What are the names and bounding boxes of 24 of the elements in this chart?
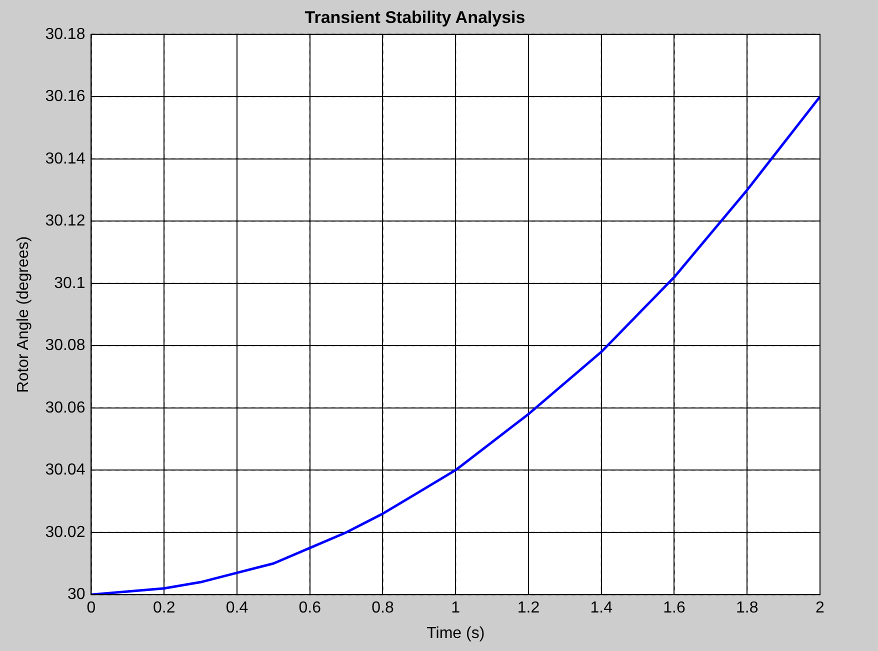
- y-tick-label: 30: [67, 586, 86, 604]
- x-tick-label: 0.8: [372, 600, 394, 617]
- y-tick-label: 30.04: [45, 462, 86, 479]
- x-tick-label: 2: [816, 600, 825, 617]
- y-tick-label: 30.1: [54, 274, 86, 292]
- y-tick-label: 30.02: [45, 524, 86, 541]
- y-tick-label: 30.16: [45, 88, 86, 106]
- y-tick-label: 30.18: [45, 26, 86, 43]
- x-tick-label: 1.8: [736, 600, 758, 617]
- x-tick-label: 1.4: [590, 600, 613, 617]
- y-tick-label: 30.08: [45, 337, 86, 354]
- x-tick-label: 1.6: [663, 600, 686, 617]
- x-axis-title: Time (s): [426, 624, 485, 642]
- x-tick-label: 1.2: [517, 600, 540, 617]
- x-tick-label: 0.2: [152, 600, 176, 617]
- y-tick-label: 30.14: [45, 150, 86, 168]
- y-axis-title: Rotor Angle (degrees): [15, 236, 32, 393]
- x-tick-label: 0: [86, 600, 96, 617]
- x-tick-label: 1: [451, 600, 460, 617]
- y-tick-label: 30.12: [45, 212, 86, 230]
- chart-title: Transient Stability Analysis: [304, 8, 526, 27]
- x-tick-label: 0.6: [298, 600, 322, 617]
- y-tick-label: 30.06: [45, 399, 86, 416]
- x-tick-label: 0.4: [226, 600, 248, 617]
